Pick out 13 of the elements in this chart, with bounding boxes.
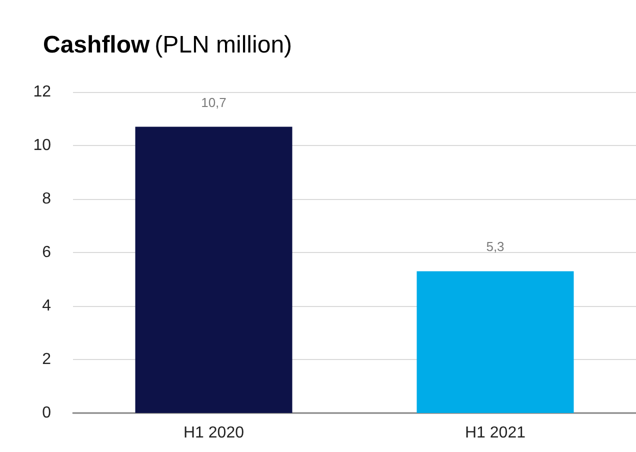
y-tick-label: 0 — [42, 404, 52, 422]
x-tick-label: H1 2021 — [465, 424, 526, 442]
y-tick-label: 8 — [42, 190, 52, 208]
x-tick-label: H1 2020 — [184, 424, 244, 442]
data-label: 10,7 — [201, 94, 226, 110]
data-label: 5,3 — [486, 239, 504, 254]
y-tick-label: 10 — [33, 137, 52, 154]
chart-subtitle: (PLN million) — [154, 32, 292, 58]
y-tick-label: 2 — [42, 351, 52, 368]
chart-title: Cashflow — [43, 32, 150, 58]
y-tick-label: 6 — [42, 244, 52, 261]
y-tick-label: 12 — [33, 84, 52, 100]
y-tick-label: 4 — [42, 298, 52, 314]
